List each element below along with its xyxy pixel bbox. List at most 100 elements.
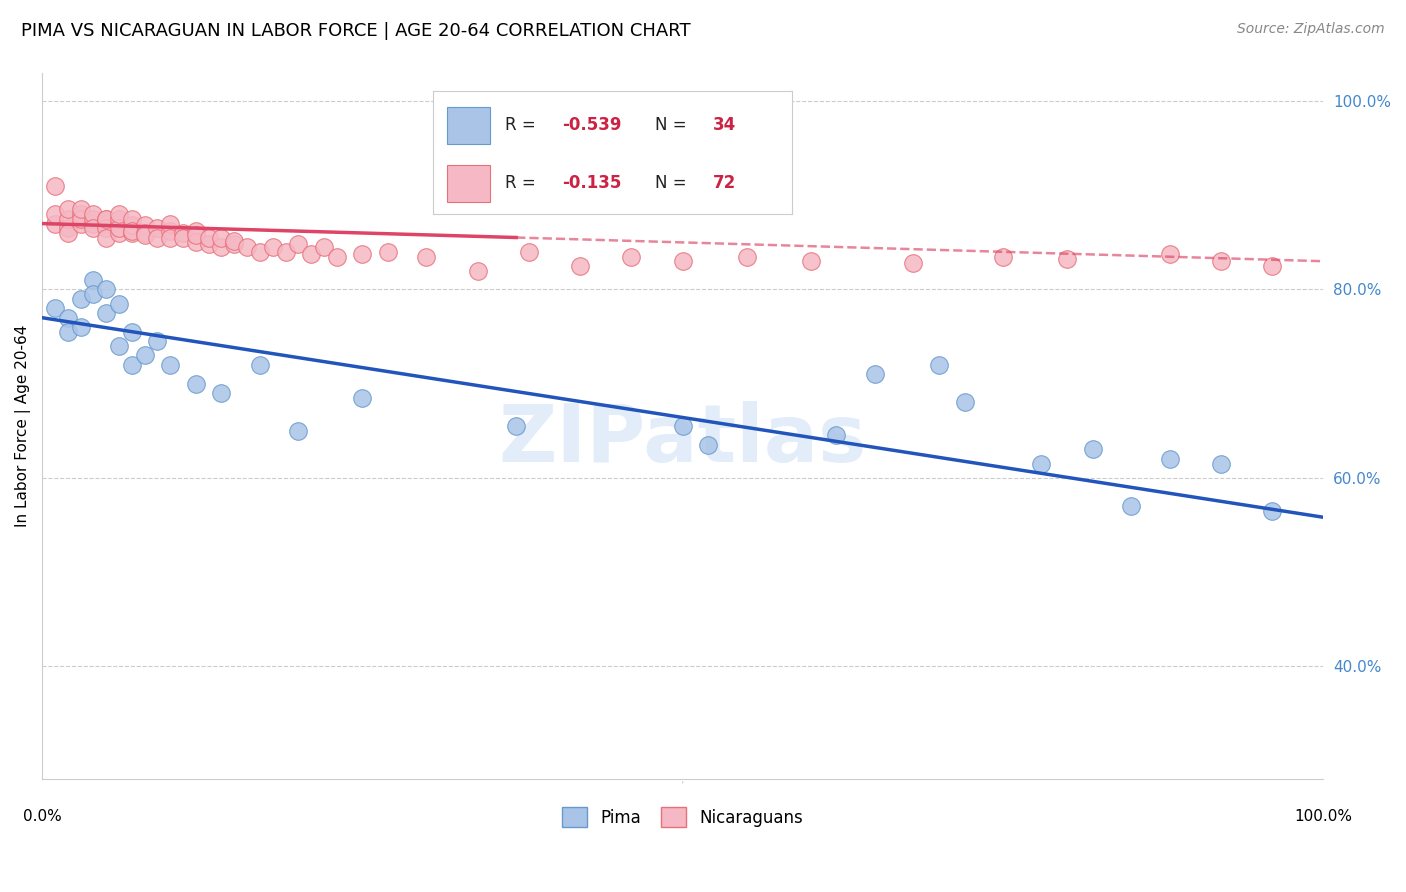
- Point: [299, 246, 322, 260]
- Text: PIMA VS NICARAGUAN IN LABOR FORCE | AGE 20-64 CORRELATION CHART: PIMA VS NICARAGUAN IN LABOR FORCE | AGE …: [21, 22, 690, 40]
- Point: [108, 339, 131, 353]
- Point: [96, 211, 118, 226]
- Point: [1119, 499, 1142, 513]
- Point: [211, 240, 233, 254]
- Point: [134, 219, 156, 233]
- Point: [735, 250, 758, 264]
- Point: [236, 240, 259, 254]
- Point: [224, 234, 246, 248]
- Point: [1159, 246, 1181, 260]
- Point: [377, 244, 399, 259]
- Point: [96, 230, 118, 244]
- Point: [108, 296, 131, 310]
- Point: [928, 358, 950, 372]
- Point: [326, 250, 349, 264]
- Point: [108, 221, 131, 235]
- Point: [1159, 451, 1181, 466]
- Point: [82, 207, 104, 221]
- Point: [1081, 442, 1104, 457]
- Text: Source: ZipAtlas.com: Source: ZipAtlas.com: [1237, 22, 1385, 37]
- Point: [146, 230, 169, 244]
- Point: [800, 254, 823, 268]
- Point: [287, 237, 309, 252]
- Point: [1261, 503, 1284, 517]
- Point: [312, 240, 335, 254]
- Point: [184, 235, 207, 250]
- Point: [121, 358, 143, 372]
- Point: [352, 391, 374, 405]
- Point: [517, 244, 540, 259]
- Point: [620, 250, 643, 264]
- Point: [1209, 457, 1232, 471]
- Point: [352, 246, 374, 260]
- Point: [1261, 259, 1284, 273]
- Point: [249, 358, 271, 372]
- Point: [697, 438, 720, 452]
- Point: [159, 230, 181, 244]
- Legend: Pima, Nicaraguans: Pima, Nicaraguans: [555, 800, 810, 834]
- Point: [274, 244, 297, 259]
- Point: [69, 292, 91, 306]
- Point: [1031, 457, 1053, 471]
- Point: [44, 217, 66, 231]
- Point: [569, 259, 592, 273]
- Point: [146, 221, 169, 235]
- Point: [82, 287, 104, 301]
- Text: ZIPatlas: ZIPatlas: [499, 401, 868, 479]
- Point: [69, 202, 91, 217]
- Point: [184, 376, 207, 391]
- Text: 0.0%: 0.0%: [22, 809, 62, 824]
- Point: [134, 227, 156, 242]
- Point: [953, 395, 976, 409]
- Point: [69, 211, 91, 226]
- Point: [108, 207, 131, 221]
- Point: [96, 217, 118, 231]
- Point: [197, 230, 219, 244]
- Point: [69, 320, 91, 334]
- Point: [56, 310, 79, 325]
- Point: [224, 237, 246, 252]
- Point: [44, 207, 66, 221]
- Point: [903, 256, 925, 270]
- Point: [121, 226, 143, 240]
- Point: [108, 211, 131, 226]
- Point: [69, 207, 91, 221]
- Point: [121, 219, 143, 233]
- Point: [1209, 254, 1232, 268]
- Point: [505, 419, 527, 434]
- Point: [96, 221, 118, 235]
- Point: [56, 211, 79, 226]
- Point: [146, 334, 169, 349]
- Point: [121, 211, 143, 226]
- Point: [44, 178, 66, 193]
- Point: [197, 237, 219, 252]
- Point: [56, 202, 79, 217]
- Point: [108, 226, 131, 240]
- Point: [96, 306, 118, 320]
- Y-axis label: In Labor Force | Age 20-64: In Labor Force | Age 20-64: [15, 325, 31, 527]
- Point: [262, 240, 284, 254]
- Point: [863, 367, 886, 381]
- Point: [184, 227, 207, 242]
- Point: [82, 217, 104, 231]
- Point: [82, 221, 104, 235]
- Point: [134, 348, 156, 362]
- Point: [172, 230, 194, 244]
- Point: [96, 283, 118, 297]
- Point: [159, 217, 181, 231]
- Point: [211, 230, 233, 244]
- Point: [69, 217, 91, 231]
- Text: 100.0%: 100.0%: [1295, 809, 1353, 824]
- Point: [82, 211, 104, 226]
- Point: [82, 273, 104, 287]
- Point: [159, 358, 181, 372]
- Point: [672, 419, 695, 434]
- Point: [211, 386, 233, 401]
- Point: [159, 224, 181, 238]
- Point: [56, 226, 79, 240]
- Point: [1056, 252, 1078, 267]
- Point: [415, 250, 437, 264]
- Point: [134, 226, 156, 240]
- Point: [672, 254, 695, 268]
- Point: [108, 217, 131, 231]
